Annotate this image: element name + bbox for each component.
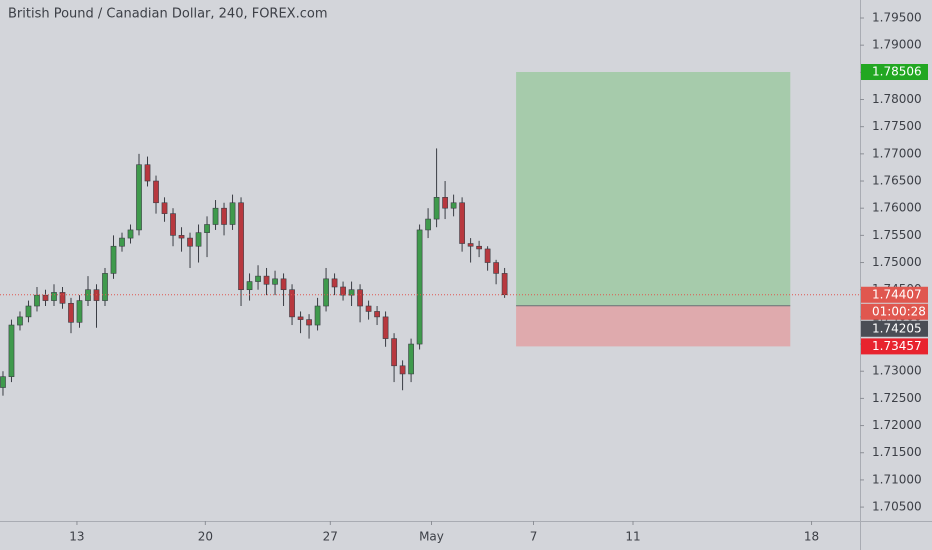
candle-body: [76, 300, 83, 323]
stop-label-box: [861, 338, 928, 355]
candle-body: [8, 324, 15, 377]
x-tick-label: 13: [69, 530, 84, 544]
candle-body: [399, 365, 406, 375]
entry-label: 1.74205: [872, 321, 922, 335]
y-tick-label: 1.75500: [872, 228, 922, 242]
candle-body: [153, 180, 159, 204]
candle-body: [493, 262, 499, 274]
candle-body: [382, 316, 389, 339]
countdown-box: [861, 303, 928, 320]
candle-body: [144, 164, 151, 182]
candle-body: [408, 343, 414, 375]
candle-body: [25, 305, 32, 318]
entry-label-box: [861, 320, 928, 337]
candle-body: [170, 213, 176, 236]
candle-body: [178, 235, 185, 239]
profit-zone: [516, 72, 791, 306]
candle-body: [476, 245, 482, 250]
candle-body: [221, 207, 227, 225]
y-tick-label: 1.72500: [872, 391, 922, 405]
candle-body: [289, 289, 295, 318]
loss-zone: [516, 305, 791, 347]
candle-body: [119, 237, 125, 247]
candle-body: [416, 229, 423, 345]
x-tick-label: 27: [323, 530, 338, 544]
candle-body: [161, 202, 168, 214]
candle-body: [365, 305, 372, 312]
candle-body: [187, 237, 193, 247]
candle-body: [263, 275, 270, 285]
candle-body: [467, 243, 474, 247]
candle-body: [433, 197, 440, 220]
candle-body: [340, 286, 346, 296]
candle-body: [68, 302, 74, 323]
candle-body: [127, 229, 134, 239]
y-tick-label: 1.72000: [872, 418, 922, 432]
y-tick-label: 1.79000: [872, 38, 922, 52]
candle-body: [323, 278, 329, 307]
candle-body: [34, 294, 40, 307]
candle-body: [102, 273, 108, 301]
candle-body: [297, 316, 304, 320]
current-price-label-box: [861, 286, 928, 303]
candle-body: [255, 275, 261, 282]
candle-body: [51, 292, 57, 301]
candle-body: [459, 202, 465, 244]
candle-body: [110, 245, 117, 274]
candle-body: [374, 311, 380, 318]
candle-body: [42, 294, 49, 301]
candle-body: [501, 273, 508, 296]
y-tick-label: 1.76500: [872, 174, 922, 188]
target-label: 1.78506: [872, 65, 922, 79]
candle-body: [357, 289, 363, 307]
candle-body: [238, 202, 244, 291]
candle-body: [306, 319, 312, 326]
candle-body: [484, 248, 491, 263]
candle-body: [17, 316, 23, 326]
x-tick-label: 18: [804, 530, 819, 544]
y-tick-label: 1.77500: [872, 119, 922, 133]
x-tick-label: 20: [198, 530, 213, 544]
candle-body: [442, 197, 448, 209]
candle-body: [195, 232, 202, 247]
candle-body: [246, 281, 253, 291]
candle-body: [59, 292, 66, 304]
candle-body: [136, 164, 142, 231]
y-tick-label: 1.78000: [872, 92, 922, 106]
chart-title: British Pound / Canadian Dollar, 240, FO…: [8, 7, 327, 22]
candle-body: [204, 224, 210, 233]
x-tick-label: 11: [625, 530, 640, 544]
candle-body: [212, 207, 219, 225]
countdown: 01:00:28: [872, 304, 926, 318]
y-tick-label: 1.75000: [872, 255, 922, 269]
candle-body: [391, 338, 397, 367]
candle-body: [280, 278, 287, 291]
candle-body: [272, 278, 278, 285]
y-tick-label: 1.77000: [872, 146, 922, 160]
candle-body: [425, 218, 431, 231]
target-label-box: [861, 64, 928, 81]
x-tick-label: 7: [530, 530, 538, 544]
y-tick-label: 1.71500: [872, 445, 922, 459]
candle-body: [229, 202, 236, 225]
y-tick-label: 1.76000: [872, 201, 922, 215]
current-price-label: 1.74407: [872, 287, 922, 301]
candle-body: [0, 376, 6, 388]
candle-body: [314, 305, 321, 326]
y-tick-label: 1.71000: [872, 472, 922, 486]
y-tick-label: 1.79500: [872, 10, 922, 24]
x-tick-label: May: [419, 530, 444, 544]
y-tick-label: 1.70500: [872, 500, 922, 514]
stop-label: 1.73457: [872, 339, 922, 353]
candle-body: [331, 278, 338, 288]
candle-body: [450, 202, 457, 209]
y-tick-label: 1.73000: [872, 364, 922, 378]
